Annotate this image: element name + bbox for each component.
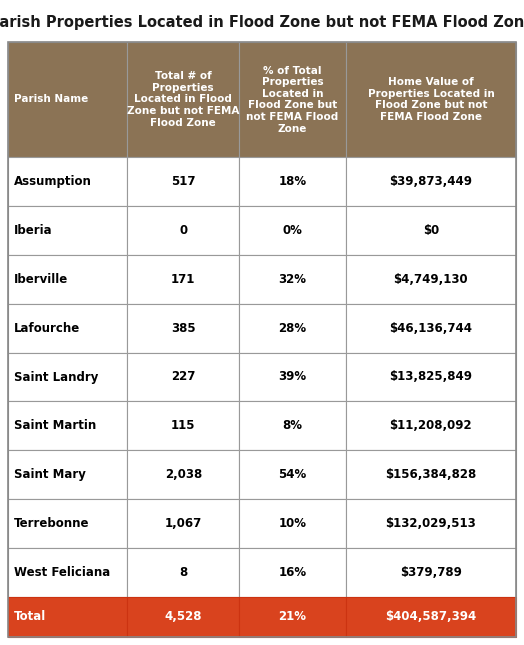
Bar — [239, 597, 346, 637]
Bar — [239, 401, 346, 450]
Bar — [239, 255, 346, 304]
Bar — [346, 548, 516, 597]
Bar — [346, 304, 516, 353]
Text: 16%: 16% — [278, 566, 307, 579]
Text: Parish Name: Parish Name — [14, 95, 88, 104]
Bar — [127, 450, 239, 499]
Text: $379,789: $379,789 — [400, 566, 462, 579]
Text: Total: Total — [14, 611, 46, 624]
Bar — [8, 450, 127, 499]
Bar — [239, 304, 346, 353]
Bar — [8, 353, 127, 401]
Text: Saint Martin: Saint Martin — [14, 419, 96, 432]
Text: Home Value of
Properties Located in
Flood Zone but not
FEMA Flood Zone: Home Value of Properties Located in Floo… — [367, 77, 494, 122]
Bar — [127, 255, 239, 304]
Bar — [239, 548, 346, 597]
Bar — [346, 450, 516, 499]
Bar — [346, 42, 516, 157]
Text: Iberville: Iberville — [14, 273, 68, 286]
Bar — [127, 548, 239, 597]
Bar — [127, 157, 239, 206]
Bar — [127, 42, 239, 157]
Text: Iberia: Iberia — [14, 224, 52, 237]
Bar — [239, 353, 346, 401]
Text: Lafourche: Lafourche — [14, 322, 80, 335]
Text: 227: 227 — [171, 370, 195, 384]
Text: $11,208,092: $11,208,092 — [390, 419, 472, 432]
Bar — [239, 499, 346, 548]
Bar — [346, 255, 516, 304]
Bar — [346, 499, 516, 548]
Text: 8%: 8% — [282, 419, 302, 432]
Text: 115: 115 — [171, 419, 195, 432]
Bar — [127, 353, 239, 401]
Text: 10%: 10% — [278, 517, 307, 530]
Bar — [239, 206, 346, 255]
Text: 32%: 32% — [278, 273, 307, 286]
Text: Terrebonne: Terrebonne — [14, 517, 90, 530]
Text: 39%: 39% — [278, 370, 307, 384]
Text: $0: $0 — [423, 224, 439, 237]
Bar — [8, 42, 127, 157]
Text: 2,038: 2,038 — [165, 468, 202, 481]
Bar — [8, 401, 127, 450]
Text: Total # of
Properties
Located in Flood
Zone but not FEMA
Flood Zone: Total # of Properties Located in Flood Z… — [127, 72, 239, 128]
Text: $13,825,849: $13,825,849 — [389, 370, 473, 384]
Text: 517: 517 — [171, 175, 195, 188]
Text: 54%: 54% — [278, 468, 307, 481]
Bar — [127, 499, 239, 548]
Bar — [8, 499, 127, 548]
Text: 0: 0 — [179, 224, 187, 237]
Bar — [127, 206, 239, 255]
Text: Assumption: Assumption — [14, 175, 92, 188]
Text: 385: 385 — [171, 322, 195, 335]
Text: % of Total
Properties
Located in
Flood Zone but
not FEMA Flood
Zone: % of Total Properties Located in Flood Z… — [246, 66, 339, 134]
Bar — [346, 206, 516, 255]
Bar — [346, 401, 516, 450]
Text: 1,067: 1,067 — [165, 517, 202, 530]
Text: 8: 8 — [179, 566, 188, 579]
Bar — [346, 157, 516, 206]
Text: $156,384,828: $156,384,828 — [385, 468, 476, 481]
Text: 171: 171 — [171, 273, 195, 286]
Bar — [8, 206, 127, 255]
Text: $404,587,394: $404,587,394 — [385, 611, 476, 624]
Bar — [127, 597, 239, 637]
Text: $132,029,513: $132,029,513 — [386, 517, 476, 530]
Bar — [239, 42, 346, 157]
Text: Parish Properties Located in Flood Zone but not FEMA Flood Zone: Parish Properties Located in Flood Zone … — [0, 15, 524, 30]
Bar — [346, 353, 516, 401]
Text: Saint Landry: Saint Landry — [14, 370, 99, 384]
Bar — [8, 157, 127, 206]
Text: 21%: 21% — [278, 611, 307, 624]
Bar — [239, 450, 346, 499]
Bar — [127, 401, 239, 450]
Bar — [8, 548, 127, 597]
Text: $39,873,449: $39,873,449 — [389, 175, 473, 188]
Text: West Feliciana: West Feliciana — [14, 566, 110, 579]
Bar — [239, 157, 346, 206]
Text: 28%: 28% — [278, 322, 307, 335]
Text: 4,528: 4,528 — [165, 611, 202, 624]
Text: 18%: 18% — [278, 175, 307, 188]
Text: 0%: 0% — [282, 224, 302, 237]
Text: $46,136,744: $46,136,744 — [389, 322, 473, 335]
Text: $4,749,130: $4,749,130 — [394, 273, 468, 286]
Bar — [8, 597, 127, 637]
Bar — [8, 255, 127, 304]
Bar — [346, 597, 516, 637]
Bar — [8, 304, 127, 353]
Bar — [127, 304, 239, 353]
Text: Saint Mary: Saint Mary — [14, 468, 86, 481]
